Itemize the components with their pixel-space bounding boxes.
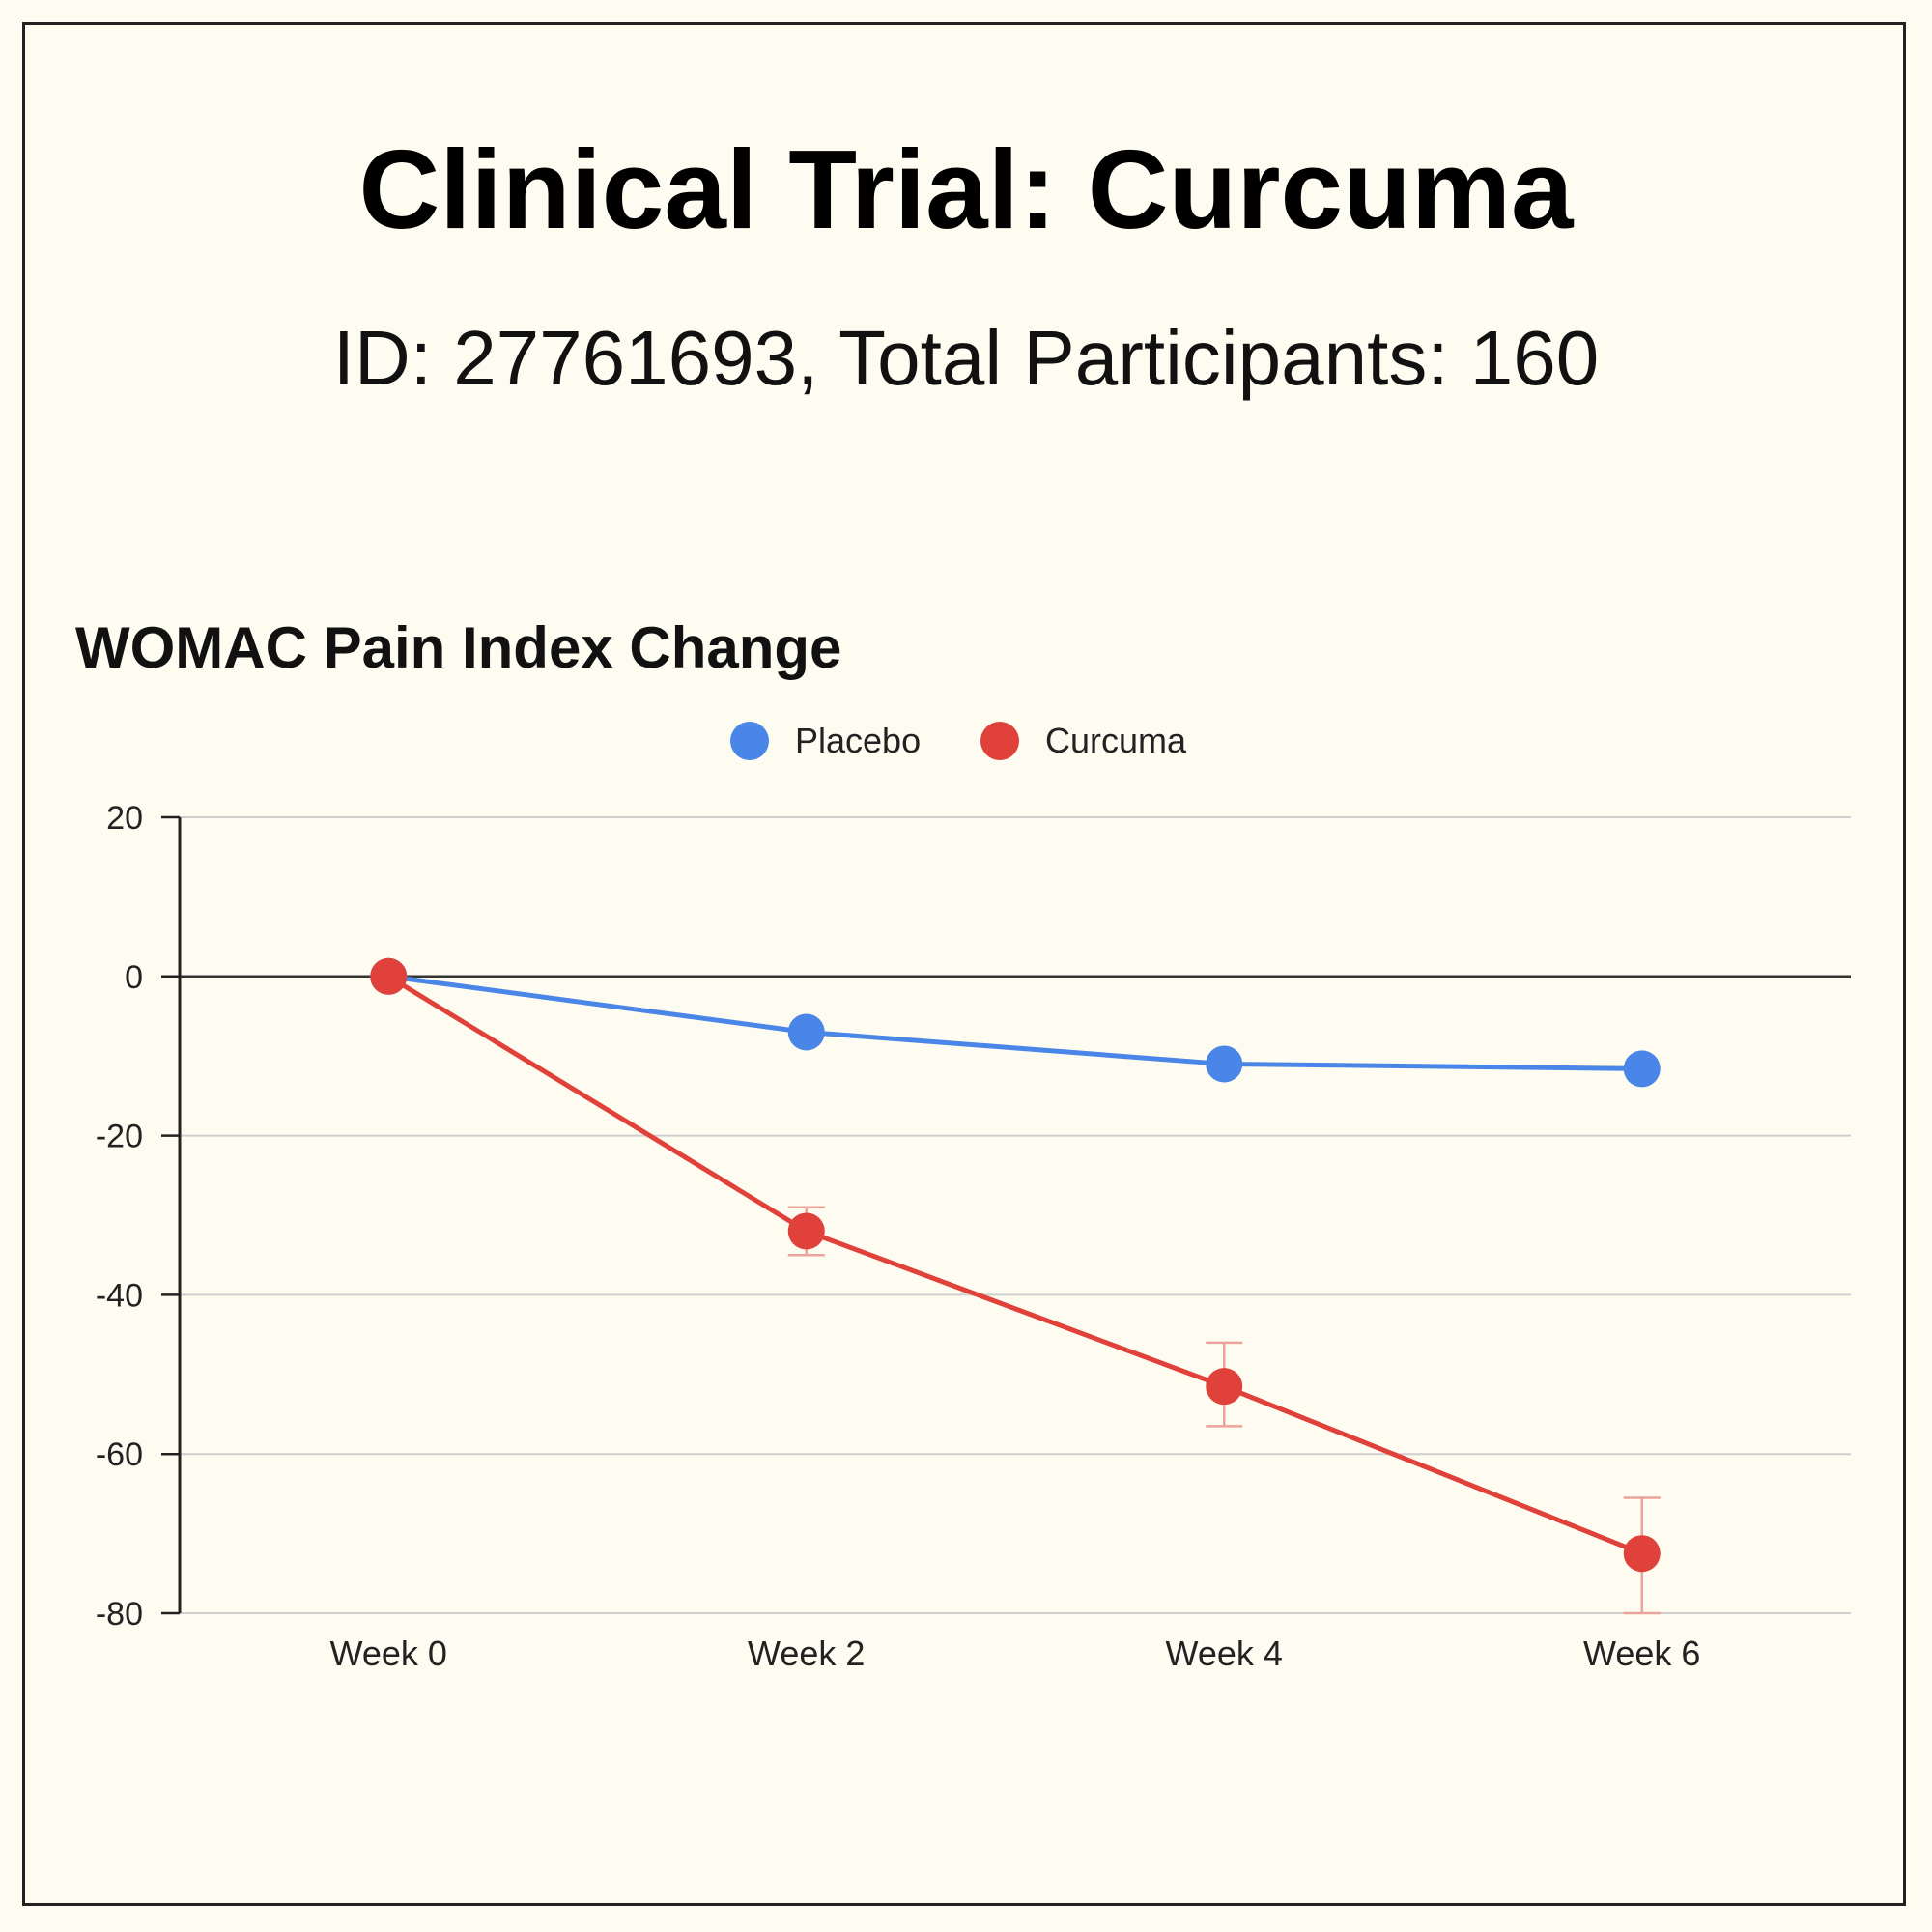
series-curcuma <box>370 957 1661 1615</box>
series-line <box>387 974 1642 1071</box>
legend-item-curcuma: Curcuma <box>980 721 1187 760</box>
data-point <box>787 1013 825 1051</box>
data-point <box>787 1212 825 1250</box>
data-point <box>1206 1368 1243 1406</box>
gridlines <box>180 816 1851 1614</box>
data-point <box>370 957 408 995</box>
y-tick-label: 20 <box>106 800 143 837</box>
data-point <box>1623 1535 1661 1573</box>
data-point <box>1206 1045 1243 1083</box>
page-frame <box>22 22 1906 1906</box>
x-tick-label: Week 2 <box>748 1634 865 1673</box>
y-tick-label: -60 <box>96 1436 143 1473</box>
x-tick-label: Week 4 <box>1166 1634 1283 1673</box>
x-tick-label: Week 0 <box>330 1634 447 1673</box>
y-tick-label: -80 <box>96 1596 143 1633</box>
legend-marker <box>980 722 1019 760</box>
series <box>370 957 1661 1615</box>
legend-label: Placebo <box>795 721 921 760</box>
y-tick-label: -40 <box>96 1277 143 1314</box>
chart-title: WOMAC Pain Index Change <box>75 615 842 680</box>
legend: Placebo Curcuma <box>730 721 1187 760</box>
y-tick-label: -20 <box>96 1119 143 1155</box>
legend-item-placebo: Placebo <box>730 721 921 760</box>
y-tick-label: 0 <box>125 959 143 996</box>
legend-label: Curcuma <box>1045 721 1187 760</box>
legend-marker <box>730 722 769 760</box>
axes: 20 0 -20 -40 -60 -80 Week 0 Week 2 Week 4 Week 6 <box>96 800 1701 1673</box>
x-tick-label: Week 6 <box>1583 1634 1700 1673</box>
page-title: Clinical Trial: Curcuma <box>358 127 1574 252</box>
data-point <box>1623 1050 1661 1088</box>
page-subtitle: ID: 27761693, Total Participants: 160 <box>332 315 1600 401</box>
series-line <box>386 974 1643 1556</box>
